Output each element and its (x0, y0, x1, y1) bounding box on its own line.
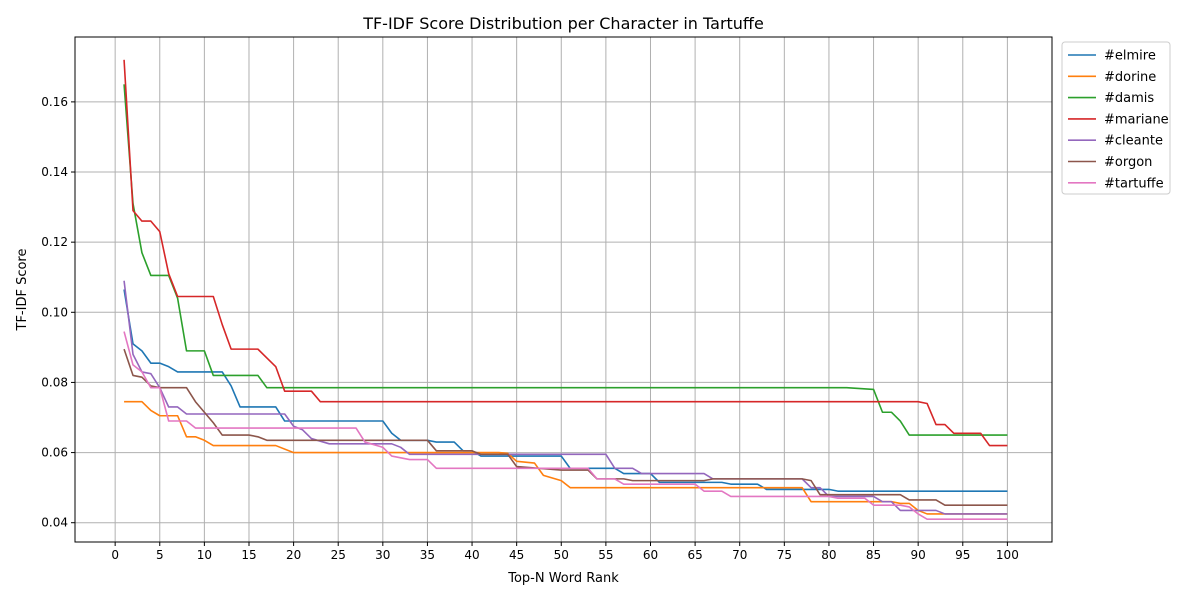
series-line-dorine (124, 400, 1008, 515)
legend-label-cleante: #cleante (1104, 134, 1163, 149)
x-tick-label: 80 (821, 548, 836, 562)
y-axis-ticks: 0.04 0.06 0.08 0.10 0.12 0.14 0.16 (41, 95, 75, 530)
y-tick-label: 0.06 (41, 446, 68, 460)
x-axis-title: Top-N Word Rank (507, 571, 619, 586)
grid-lines (75, 37, 1052, 542)
legend-label-elmire: #elmire (1104, 49, 1156, 64)
series-line-mariane (123, 59, 1008, 447)
legend-label-orgon: #orgon (1104, 155, 1152, 170)
x-tick-label: 70 (732, 548, 747, 562)
plot-area-frame (74, 36, 1053, 543)
x-tick-label: 55 (598, 548, 613, 562)
y-tick-label: 0.08 (41, 375, 68, 389)
y-axis-title: TF-IDF Score (15, 249, 30, 332)
x-tick-label: 25 (331, 548, 346, 562)
x-tick-label: 95 (955, 548, 970, 562)
legend-label-dorine: #dorine (1104, 70, 1156, 85)
x-tick-label: 45 (509, 548, 524, 562)
legend-label-mariane: #mariane (1104, 112, 1169, 127)
x-tick-label: 35 (420, 548, 435, 562)
series-lines (123, 59, 1008, 521)
x-tick-label: 10 (197, 548, 212, 562)
x-tick-label: 0 (111, 548, 119, 562)
series-line-elmire (123, 289, 1008, 492)
x-tick-label: 30 (375, 548, 390, 562)
y-tick-label: 0.04 (41, 516, 68, 530)
legend-label-tartuffe: #tartuffe (1104, 176, 1164, 191)
x-tick-label: 100 (996, 548, 1019, 562)
y-tick-label: 0.14 (41, 165, 68, 179)
x-tick-label: 60 (643, 548, 658, 562)
legend-box (1061, 41, 1171, 195)
x-tick-label: 75 (777, 548, 792, 562)
x-tick-label: 65 (687, 548, 702, 562)
legend-label-damis: #damis (1104, 91, 1154, 106)
x-tick-label: 40 (464, 548, 479, 562)
legend: #elmire #dorine #damis #mariane #cleante #org… (1061, 41, 1171, 195)
y-tick-label: 0.16 (41, 95, 68, 109)
x-tick-label: 15 (241, 548, 256, 562)
series-line-damis (123, 84, 1008, 436)
chart-title: TF-IDF Score Distribution per Character … (362, 14, 764, 33)
x-tick-label: 5 (156, 548, 164, 562)
x-tick-label: 20 (286, 548, 301, 562)
y-tick-label: 0.12 (41, 235, 68, 249)
y-tick-label: 0.10 (41, 305, 68, 319)
x-tick-label: 85 (866, 548, 881, 562)
series-line-orgon (123, 348, 1008, 506)
series-line-tartuffe (123, 331, 1008, 521)
x-tick-label: 90 (911, 548, 926, 562)
x-axis-ticks: 0 5 10 15 20 25 30 35 40 45 50 55 60 65 70 75 80 85 90 95 10… (111, 542, 1019, 562)
x-tick-label: 50 (554, 548, 569, 562)
